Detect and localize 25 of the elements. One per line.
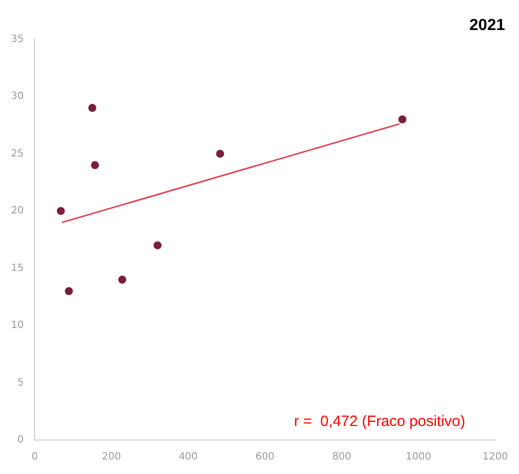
point bbox=[216, 150, 224, 158]
point bbox=[398, 115, 406, 124]
x-tick-label: 1000 bbox=[406, 452, 432, 463]
x-tick-label: 600 bbox=[255, 452, 275, 463]
y-tick-label: 20 bbox=[10, 206, 24, 217]
y-tick-label: 15 bbox=[10, 262, 24, 274]
point bbox=[90, 161, 99, 170]
x-tick-label: 800 bbox=[332, 452, 352, 463]
chart-title: 2021 bbox=[469, 17, 506, 34]
annotation: r = 0,472 (Fraco positivo) bbox=[294, 413, 466, 430]
y-tick-label: 30 bbox=[10, 91, 24, 102]
point bbox=[118, 276, 126, 284]
y-tick-label: 25 bbox=[10, 148, 24, 160]
point bbox=[56, 206, 65, 215]
y-tick-label: 0 bbox=[17, 434, 24, 446]
point bbox=[64, 287, 73, 296]
point bbox=[88, 104, 96, 112]
x-tick-label: 1200 bbox=[482, 452, 508, 463]
y-tick-label: 35 bbox=[10, 34, 24, 45]
y-tick-label: 5 bbox=[17, 377, 24, 388]
x-tick-label: 200 bbox=[102, 452, 122, 463]
x-tick-label: 400 bbox=[178, 452, 198, 463]
point bbox=[154, 241, 162, 250]
x-tick-label: 0 bbox=[32, 452, 38, 463]
y-tick-label: 10 bbox=[10, 320, 24, 332]
